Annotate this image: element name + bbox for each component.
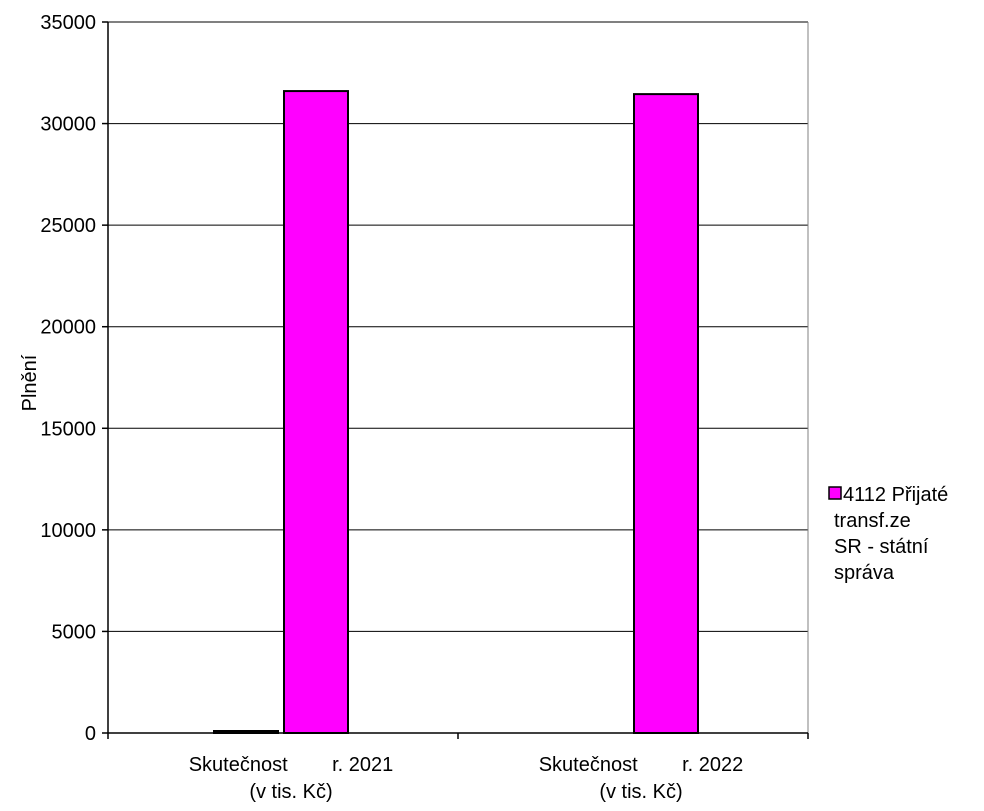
bar bbox=[633, 93, 699, 734]
y-axis-title: Plnění bbox=[19, 354, 41, 411]
legend-label: transf.ze bbox=[834, 510, 911, 532]
legend-swatch bbox=[828, 486, 842, 500]
x-category-label: Skutečnost r. 2021 bbox=[189, 754, 394, 776]
y-tick-label: 0 bbox=[85, 723, 96, 745]
y-tick-label: 35000 bbox=[40, 12, 96, 34]
x-category-label: (v tis. Kč) bbox=[599, 781, 682, 803]
y-tick-label: 25000 bbox=[40, 215, 96, 237]
gridlines bbox=[108, 21, 809, 733]
bar bbox=[283, 90, 349, 735]
legend-label: SR - státní bbox=[834, 536, 929, 558]
x-category-labels: Skutečnost r. 2021 (v tis. Kč) Skutečnost … bbox=[189, 754, 744, 803]
y-tick-label: 20000 bbox=[40, 317, 96, 339]
legend-label: 4112 Přijaté bbox=[843, 484, 948, 506]
y-tick-label: 10000 bbox=[40, 520, 96, 542]
legend: 4112 Přijaté transf.ze SR - státní správa bbox=[828, 484, 948, 584]
axes bbox=[102, 21, 809, 739]
y-tick-label: 30000 bbox=[40, 114, 96, 136]
x-category-label: (v tis. Kč) bbox=[249, 781, 332, 803]
bars bbox=[213, 90, 699, 735]
y-tick-labels: 0 5000 10000 15000 20000 25000 30000 35000 bbox=[40, 12, 96, 745]
x-category-label: Skutečnost r. 2022 bbox=[539, 754, 744, 776]
y-tick-label: 5000 bbox=[52, 621, 97, 643]
y-tick-label: 15000 bbox=[40, 418, 96, 440]
legend-label: správa bbox=[834, 562, 895, 584]
